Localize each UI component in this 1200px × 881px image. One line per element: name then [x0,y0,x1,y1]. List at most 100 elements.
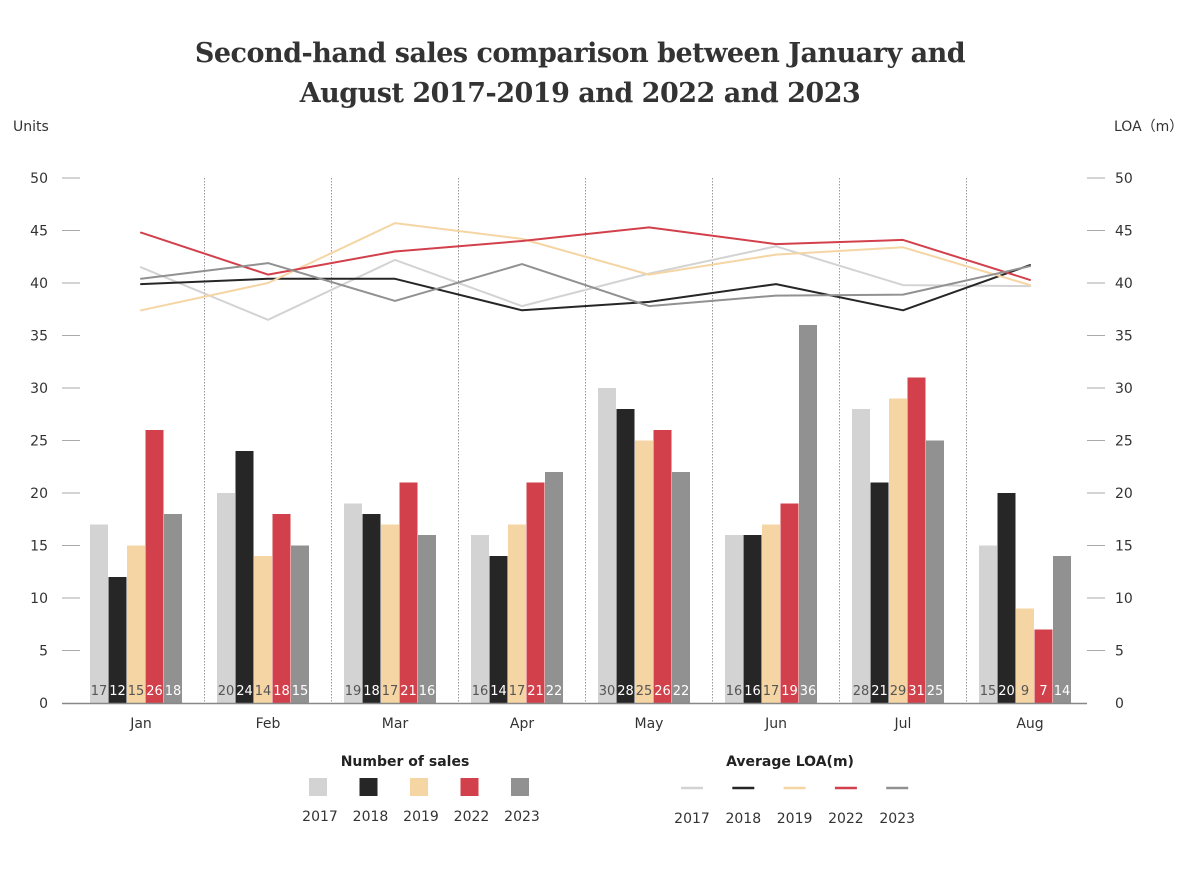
bar-value-label-mar-2018: 18 [363,684,380,699]
y-tick-label-right: 10 [1115,591,1133,607]
bar-feb-2018 [235,451,254,703]
legend-bar-label-2022: 2022 [454,809,490,825]
line-loa-2022 [140,226,1031,281]
bar-value-label-apr-2023: 22 [546,684,563,699]
legend-bar-swatch-2019 [410,778,428,796]
bar-value-label-may-2018: 28 [617,684,634,699]
bar-jan-2022 [145,430,164,703]
y-tick-label-right: 35 [1115,329,1133,345]
y-tick-label-left: 30 [30,381,48,397]
x-tick-label-aug: Aug [1016,716,1043,732]
bar-may-2017 [598,388,616,703]
bars-group: 17 12 15 26 18 20 24 14 18 15 19 18 17 21 16 16 14 17 21 22… [90,325,1071,703]
y-tick-label-left: 50 [30,171,48,187]
bar-value-label-mar-2023: 16 [419,684,436,699]
y-tick-label-left: 5 [39,644,48,660]
y-tick-label-right: 15 [1115,539,1133,555]
y-tick-label-left: 20 [30,486,48,502]
bar-apr-2019 [508,524,526,703]
bar-value-label-mar-2017: 19 [345,684,362,699]
bar-aug-2018 [997,493,1016,703]
x-tick-label-may: May [635,716,664,732]
bar-jun-2023 [799,325,817,703]
bar-apr-2023 [545,472,563,703]
y-tick-label-right: 50 [1115,171,1133,187]
bar-jun-2017 [725,535,743,703]
bar-value-label-aug-2022: 7 [1039,684,1047,699]
bar-value-label-may-2022: 26 [654,684,671,699]
legend-bar-swatch-2023 [511,778,529,796]
bar-may-2019 [635,440,653,703]
bar-value-label-jan-2017: 17 [91,684,108,699]
bar-value-label-jun-2023: 36 [800,684,817,699]
bar-value-label-jun-2019: 17 [763,684,780,699]
bar-value-label-feb-2023: 15 [292,684,309,699]
legend-bar-swatch-2022 [460,778,479,796]
bar-mar-2023 [418,535,436,703]
legend-bars-title: Number of sales [341,754,470,770]
line-loa-2018 [140,264,1031,312]
y-tick-label-left: 40 [30,276,48,292]
bar-value-label-jun-2018: 16 [744,684,761,699]
bar-value-label-jul-2022: 31 [908,684,925,699]
lines-group [140,222,1031,321]
x-tick-label-jan: Jan [129,716,152,732]
bar-jul-2018 [870,482,889,703]
line-loa-2023 [140,262,1031,308]
y-tick-label-right: 45 [1115,224,1133,240]
y-tick-label-left: 35 [30,329,48,345]
bar-value-label-apr-2022: 21 [527,684,544,699]
bar-value-label-feb-2017: 20 [218,684,235,699]
bar-may-2023 [672,472,690,703]
chart-title: Second-hand sales comparison between Jan… [0,34,1160,114]
y-tick-label-right: 0 [1115,696,1124,712]
y-tick-label-right: 20 [1115,486,1133,502]
y-tick-label-right: 25 [1115,434,1133,450]
bar-aug-2019 [1016,608,1034,703]
legend-line-label-2017: 2017 [674,811,710,827]
bar-mar-2018 [362,514,381,703]
bar-value-label-jan-2019: 15 [128,684,145,699]
bar-feb-2022 [272,514,291,703]
x-tick-label-feb: Feb [256,716,281,732]
bar-value-label-jul-2017: 28 [853,684,870,699]
legend-bar-label-2018: 2018 [353,809,389,825]
bar-mar-2019 [381,524,399,703]
bar-value-label-aug-2019: 9 [1021,684,1029,699]
legend-lines-title: Average LOA(m) [726,754,854,770]
bar-value-label-aug-2018: 20 [998,684,1015,699]
bar-value-label-apr-2018: 14 [490,684,507,699]
y-tick-label-left: 10 [30,591,48,607]
bar-value-label-jul-2018: 21 [871,684,888,699]
bar-jan-2018 [108,577,127,703]
bar-apr-2017 [471,535,489,703]
bar-value-label-feb-2018: 24 [236,684,253,699]
bar-may-2022 [653,430,672,703]
y-tick-label-right: 5 [1115,644,1124,660]
bar-aug-2022 [1034,629,1053,703]
bar-jul-2023 [926,440,944,703]
legend-bar-label-2019: 2019 [403,809,439,825]
bar-value-label-jan-2018: 12 [109,684,126,699]
bar-apr-2022 [526,482,545,703]
bar-jul-2019 [889,398,907,703]
line-loa-2017 [140,245,1031,321]
x-tick-label-mar: Mar [382,716,409,732]
bar-jan-2019 [127,545,145,703]
bar-jun-2022 [780,503,799,703]
bar-jun-2019 [762,524,780,703]
bar-may-2018 [616,409,635,703]
x-tick-label-apr: Apr [510,716,534,732]
y-tick-label-left: 0 [39,696,48,712]
bar-value-label-apr-2017: 16 [472,684,489,699]
bar-value-label-jan-2022: 26 [146,684,163,699]
legend-line-label-2023: 2023 [879,811,915,827]
x-tick-label-jun: Jun [764,716,787,732]
bar-apr-2018 [489,556,508,703]
bar-jun-2018 [743,535,762,703]
bar-value-label-feb-2022: 18 [273,684,290,699]
bar-value-label-feb-2019: 14 [255,684,272,699]
bar-value-label-mar-2019: 17 [382,684,399,699]
chart-title-line-1: Second-hand sales comparison between Jan… [194,38,966,69]
